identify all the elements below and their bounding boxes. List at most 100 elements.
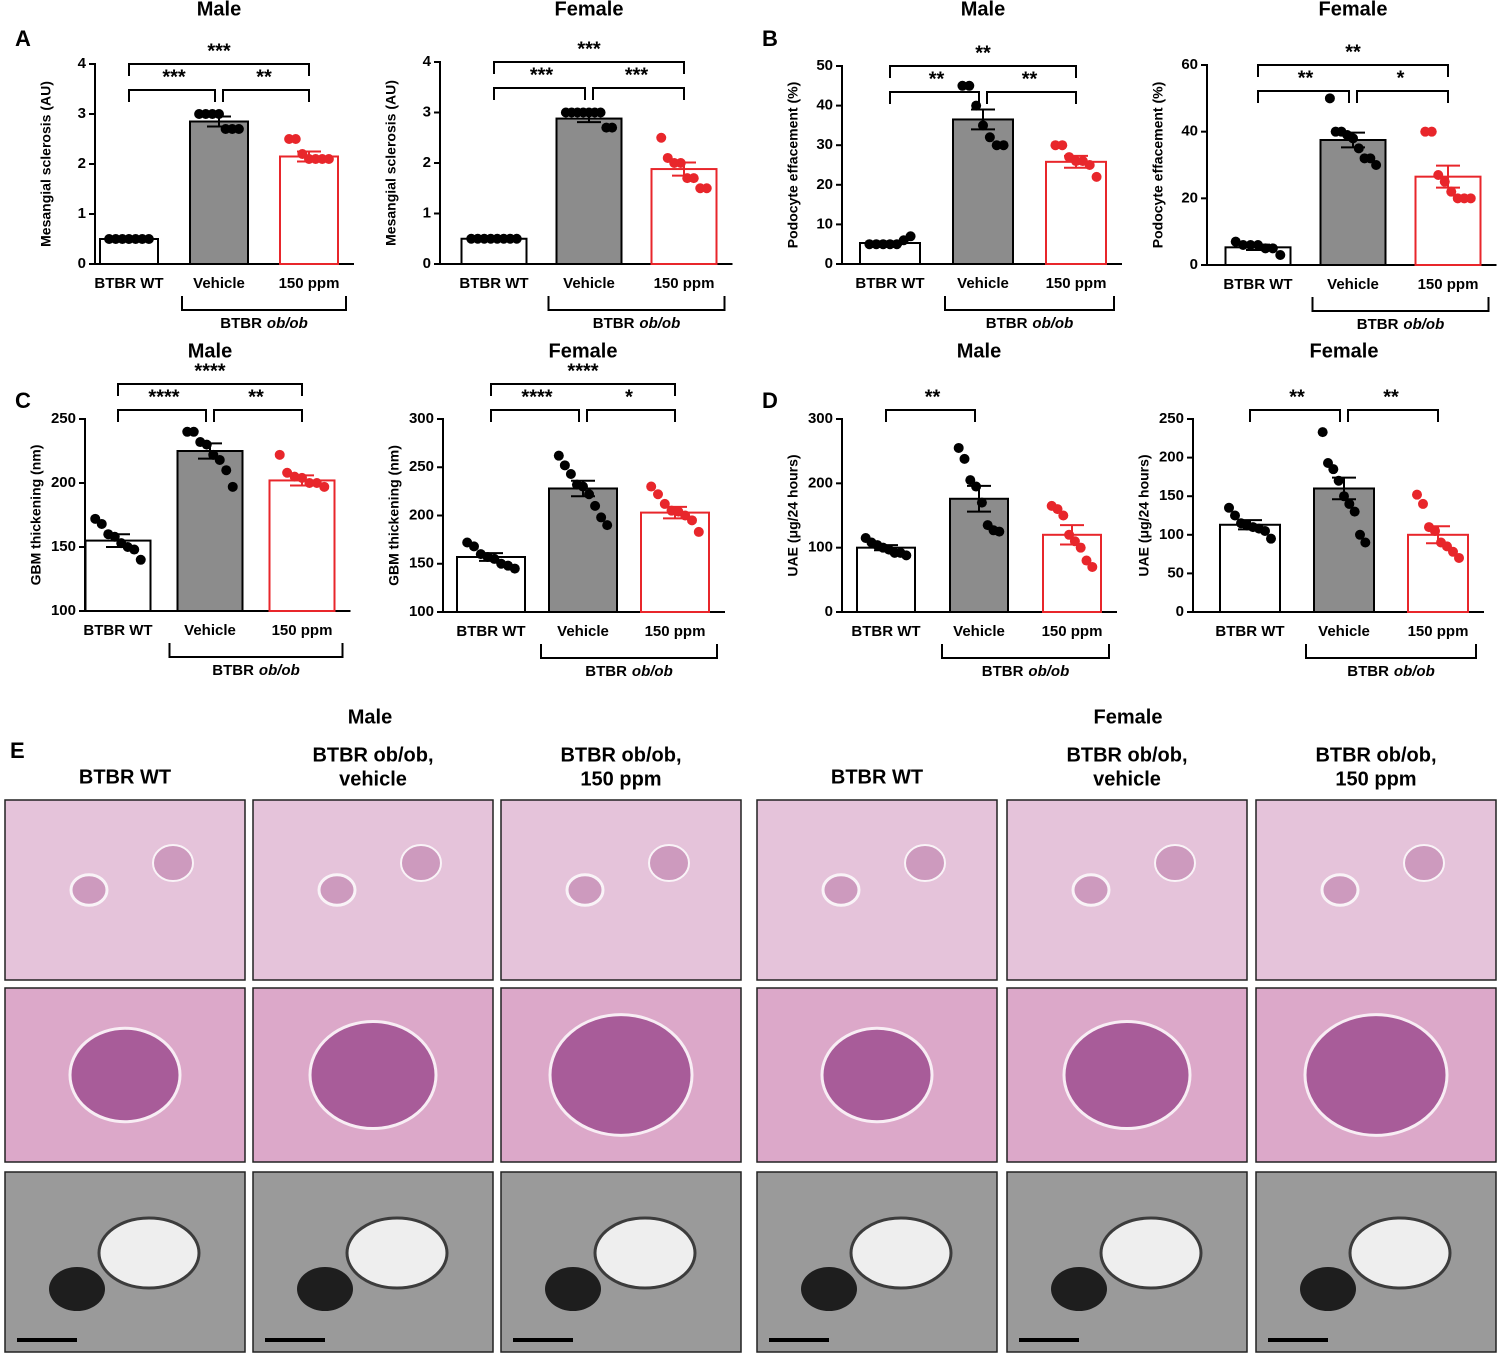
data-point bbox=[957, 80, 968, 91]
data-point bbox=[978, 120, 988, 131]
significance-bracket bbox=[1257, 90, 1350, 103]
data-point bbox=[1057, 140, 1068, 151]
bar bbox=[279, 155, 339, 265]
data-point bbox=[1058, 510, 1069, 521]
data-point bbox=[1071, 156, 1081, 167]
y-tick-label: 200 bbox=[409, 506, 434, 523]
data-point bbox=[188, 426, 199, 437]
glomerulus bbox=[308, 1019, 438, 1131]
bar bbox=[1319, 139, 1387, 266]
significance-bracket bbox=[222, 89, 310, 102]
data-point bbox=[1230, 510, 1240, 521]
data-point bbox=[1433, 170, 1444, 180]
significance-bracket bbox=[885, 409, 976, 422]
significance-bracket bbox=[493, 87, 586, 100]
significance-bracket bbox=[493, 61, 685, 74]
significance-label: **** bbox=[148, 386, 179, 408]
data-point bbox=[274, 449, 285, 460]
chart-title: Male bbox=[188, 340, 232, 362]
data-point bbox=[901, 550, 912, 561]
data-point bbox=[659, 498, 670, 509]
panel-letter: E bbox=[10, 738, 25, 763]
x-tick-label: Vehicle bbox=[193, 275, 245, 292]
significance-label: ** bbox=[1345, 41, 1361, 63]
data-point bbox=[469, 541, 479, 552]
data-point bbox=[1064, 529, 1075, 540]
panel-letter: C bbox=[15, 388, 31, 413]
glomerulus bbox=[69, 873, 109, 907]
significance-label: * bbox=[625, 386, 633, 408]
glomerulus bbox=[820, 1026, 934, 1124]
group-label-part: BTBR bbox=[1347, 663, 1389, 680]
glomerulus bbox=[648, 844, 690, 882]
x-tick-label: Vehicle bbox=[563, 275, 615, 292]
data-point bbox=[319, 481, 330, 492]
x-tick-label: BTBR WT bbox=[851, 623, 920, 640]
y-tick-label: 1 bbox=[423, 204, 431, 221]
capillary bbox=[97, 1216, 201, 1290]
bar bbox=[548, 487, 618, 614]
group-label: BTBR ob/ob bbox=[1347, 663, 1435, 680]
micrograph bbox=[756, 799, 998, 981]
column-header: BTBR WT bbox=[79, 766, 171, 788]
data-point bbox=[559, 460, 570, 471]
group-label-part: BTBR bbox=[220, 315, 262, 332]
data-point bbox=[1360, 537, 1371, 548]
group-title: Male bbox=[348, 706, 392, 728]
x-tick-label: Vehicle bbox=[1327, 276, 1379, 293]
glomerulus bbox=[548, 1013, 694, 1137]
data-point bbox=[511, 233, 522, 244]
data-point bbox=[1344, 498, 1355, 509]
x-tick-label: BTBR WT bbox=[83, 622, 152, 639]
data-point bbox=[143, 234, 154, 244]
data-point bbox=[1371, 160, 1382, 170]
data-point bbox=[1275, 250, 1286, 260]
y-tick-label: 100 bbox=[1159, 526, 1184, 543]
glomerulus bbox=[68, 1026, 182, 1124]
group-label-part: ob/ob bbox=[259, 662, 300, 679]
x-tick-label: 150 ppm bbox=[1046, 275, 1107, 292]
data-point bbox=[688, 173, 699, 184]
data-point bbox=[282, 467, 293, 478]
column-header: BTBR ob/ob, bbox=[1315, 744, 1436, 766]
column-header: vehicle bbox=[1093, 768, 1161, 790]
group-label: BTBR ob/ob bbox=[593, 315, 681, 332]
chart-title: Female bbox=[555, 0, 624, 20]
significance-bracket bbox=[1249, 409, 1341, 422]
data-point bbox=[984, 132, 995, 143]
group-label-part: ob/ob bbox=[1403, 316, 1444, 333]
data-point bbox=[1267, 243, 1278, 254]
data-point bbox=[1317, 427, 1328, 438]
x-tick-label: BTBR WT bbox=[94, 275, 163, 292]
data-point bbox=[221, 465, 232, 476]
y-tick-label: 50 bbox=[1167, 564, 1184, 581]
capillary bbox=[849, 1216, 953, 1290]
significance-label: **** bbox=[567, 360, 598, 382]
data-point bbox=[964, 80, 975, 91]
significance-label: *** bbox=[577, 38, 601, 60]
group-label-part: BTBR bbox=[593, 315, 635, 332]
y-tick-label: 150 bbox=[51, 538, 76, 555]
glomerulus bbox=[317, 873, 357, 907]
data-point bbox=[1430, 525, 1440, 536]
significance-bracket bbox=[117, 409, 207, 422]
y-tick-label: 3 bbox=[423, 103, 431, 120]
data-point bbox=[1448, 546, 1458, 557]
chart-title: Female bbox=[1319, 0, 1388, 20]
y-tick-label: 100 bbox=[409, 603, 434, 620]
data-point bbox=[304, 478, 315, 488]
group-label-part: ob/ob bbox=[639, 315, 680, 332]
y-tick-label: 20 bbox=[816, 176, 833, 193]
nucleus bbox=[49, 1267, 105, 1311]
data-point bbox=[971, 481, 982, 492]
column-header: BTBR ob/ob, bbox=[312, 744, 433, 766]
y-tick-label: 1 bbox=[78, 205, 86, 222]
data-point bbox=[1333, 475, 1344, 486]
data-point bbox=[578, 481, 588, 492]
data-point bbox=[214, 109, 224, 119]
data-point bbox=[602, 520, 613, 531]
significance-label: *** bbox=[625, 64, 649, 86]
data-point bbox=[595, 107, 606, 118]
glomerulus bbox=[152, 844, 194, 882]
